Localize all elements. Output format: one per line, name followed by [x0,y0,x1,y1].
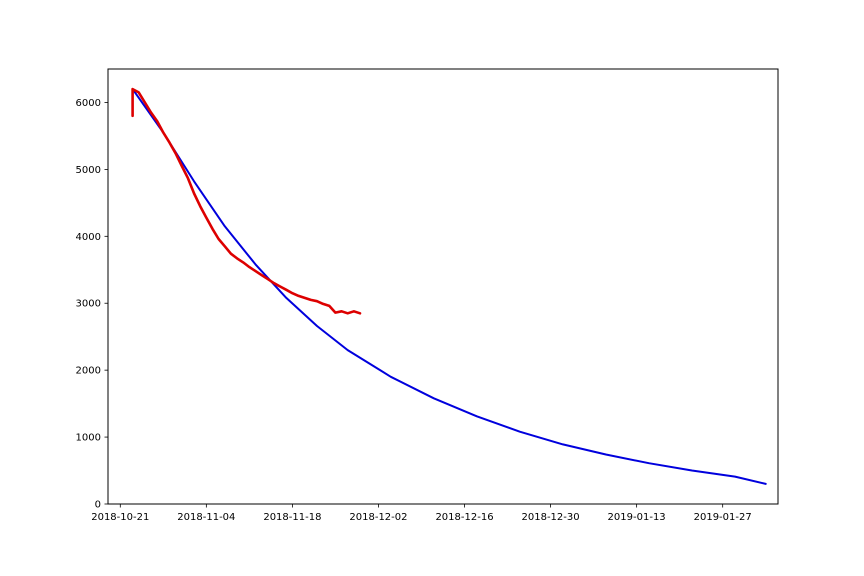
plot-frame [107,68,779,505]
y-tick-label: 4000 [76,232,101,243]
axis-layer: 2018-10-21 2018-11-04 2018-11-18 2018-12-02… [76,98,752,523]
x-tick-label: 2018-11-04 [177,512,235,523]
x-tick-label: 2018-12-30 [522,512,580,523]
y-tick-label: 6000 [76,98,101,109]
x-tick-label: 2018-10-21 [91,512,149,523]
y-tick-label: 3000 [76,299,101,310]
x-tick-label: 2018-11-18 [263,512,321,523]
x-tick-label: 2018-12-16 [435,512,493,523]
y-tick-label: 2000 [76,366,101,377]
x-tick-label: 2019-01-13 [608,512,666,523]
x-tick-label: 2019-01-27 [694,512,752,523]
series-line-red [131,87,362,315]
series-layer [131,87,767,485]
series-line-blue [131,88,767,485]
x-tick-label: 2018-12-02 [349,512,407,523]
y-tick-label: 5000 [76,165,101,176]
y-tick-label: 0 [95,500,101,511]
y-tick-label: 1000 [76,433,101,444]
